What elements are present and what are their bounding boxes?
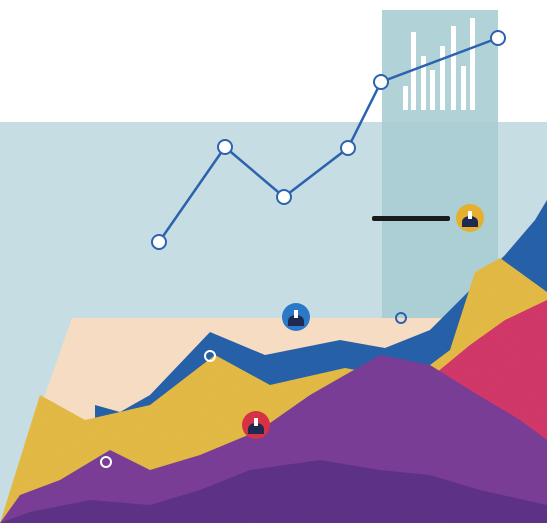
- line-marker-icon: [100, 456, 112, 468]
- user-pin-icon: [242, 411, 270, 439]
- mini-bar: [403, 86, 408, 110]
- mini-bar: [451, 26, 456, 110]
- mini-bar: [421, 56, 426, 110]
- line-chart: [151, 30, 506, 250]
- line-marker-icon: [151, 234, 167, 250]
- mini-bar: [430, 70, 435, 110]
- line-marker-icon: [395, 312, 407, 324]
- line-marker-icon: [276, 189, 292, 205]
- line-marker-icon: [204, 350, 216, 362]
- line-marker-icon: [217, 139, 233, 155]
- user-pin-icon: [282, 303, 310, 331]
- trend-line: [157, 36, 499, 243]
- line-marker-icon: [490, 30, 506, 46]
- dash-line: [372, 216, 450, 221]
- line-marker-icon: [373, 74, 389, 90]
- area-layer-purple-deep: [0, 460, 547, 523]
- mini-bar: [440, 46, 445, 110]
- user-pin-icon: [456, 204, 484, 232]
- line-marker-icon: [340, 140, 356, 156]
- mini-bar: [461, 66, 466, 110]
- mini-bar: [470, 18, 475, 110]
